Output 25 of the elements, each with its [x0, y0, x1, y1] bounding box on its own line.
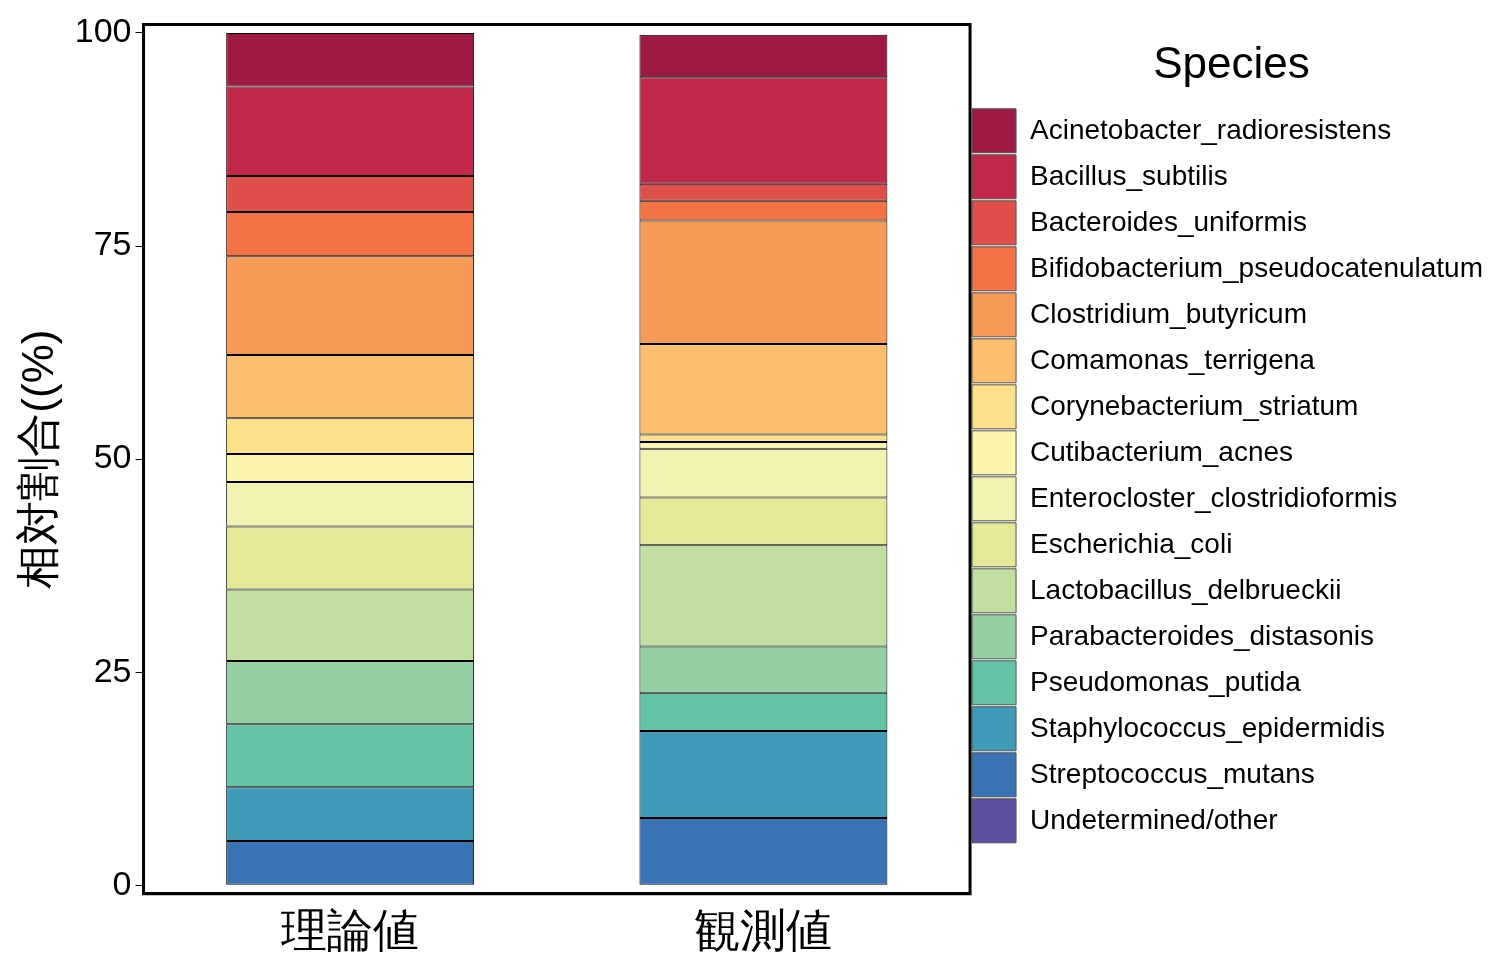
x-tick-label: 観測値 [694, 904, 833, 957]
legend-label: Enterocloster_clostridioformis [1030, 481, 1398, 513]
legend-label: Escherichia_coli [1030, 527, 1233, 559]
legend-label: Bifidobacterium_pseudocatenulatum [1030, 251, 1483, 283]
legend-label: Clostridium_butyricum [1030, 297, 1308, 329]
legend-label: Lactobacillus_delbrueckii [1030, 573, 1342, 605]
x-tick-label: 理論値 [281, 904, 420, 957]
legend-label: Comamonas_terrigena [1030, 343, 1316, 375]
legend-label: Streptococcus_mutans [1030, 757, 1315, 789]
y-tick-label: 100 [74, 11, 132, 50]
y-tick-label: 0 [112, 863, 132, 902]
legend-label: Cutibacterium_acnes [1030, 435, 1294, 467]
legend-label: Parabacteroides_distasonis [1030, 619, 1375, 651]
legend-title: Species [1153, 38, 1310, 88]
legend-label: Corynebacterium_striatum [1030, 389, 1359, 421]
legend-label: Staphylococcus_epidermidis [1030, 711, 1385, 743]
legend-label: Bacillus_subtilis [1030, 159, 1228, 191]
legend-label: Bacteroides_uniformis [1030, 205, 1308, 237]
legend-label: Undetermined/other [1030, 803, 1278, 835]
legend-label: Pseudomonas_putida [1030, 665, 1302, 697]
y-tick-label: 75 [93, 224, 132, 263]
y-tick-label: 25 [93, 650, 132, 689]
legend-label: Acinetobacter_radioresistens [1030, 113, 1392, 145]
y-tick-label: 50 [93, 437, 132, 476]
y-axis-title: 相対割合((%) [12, 329, 62, 589]
